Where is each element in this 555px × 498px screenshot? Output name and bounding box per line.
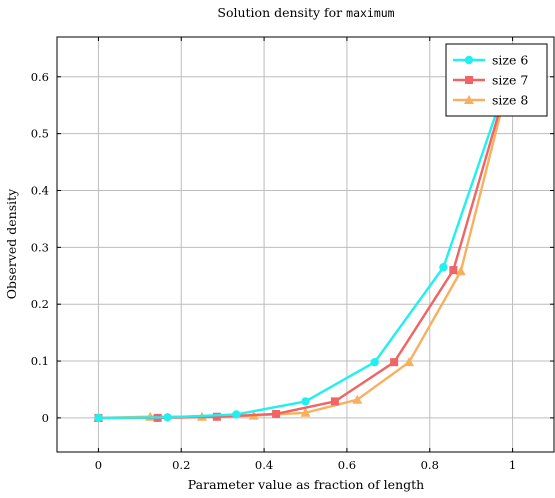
y-tick-label: 0.5: [31, 127, 49, 141]
y-axis-label: Observed density: [4, 188, 19, 299]
x-axis-label: Parameter value as fraction of length: [188, 477, 424, 492]
data-point: [212, 412, 221, 421]
legend-label: size 6: [492, 53, 528, 68]
y-tick-label: 0.4: [31, 183, 49, 197]
data-point: [94, 413, 103, 423]
x-tick-label: 0.2: [172, 458, 190, 472]
y-tick-label: 0.2: [31, 297, 49, 311]
chart-title-code: maximum: [346, 6, 395, 20]
x-tick-label: 0.8: [421, 458, 439, 472]
legend-marker: [464, 95, 474, 104]
x-tick-label: 1: [509, 458, 516, 472]
x-tick-label: 0.6: [338, 458, 356, 472]
legend-entry: size 8: [453, 93, 528, 108]
data-point: [455, 266, 466, 276]
chart-title: Solution density for maximum: [217, 5, 394, 20]
data-point: [163, 413, 172, 422]
data-point: [439, 263, 448, 272]
data-point: [232, 410, 241, 419]
legend-entry: size 6: [453, 53, 528, 68]
plot-frame: [56, 36, 555, 453]
x-tick-label: 0.4: [255, 458, 273, 472]
data-point: [300, 407, 311, 417]
series-line: [98, 65, 514, 420]
y-tick-label: 0.3: [31, 240, 49, 254]
data-point: [272, 409, 281, 418]
legend-marker: [465, 76, 473, 84]
data-point: [390, 358, 399, 367]
data-point: [404, 357, 415, 367]
y-tick-label: 0: [42, 411, 49, 425]
chart-title-text: Solution density for: [217, 5, 342, 20]
data-point: [352, 394, 363, 404]
axis-ticks: 0 0.2 0.4 0.6 0.8 1 0 0.1 0.2 0.3 0.4 0.5 0.6: [31, 37, 554, 472]
series-line: [98, 65, 514, 420]
legend-entry: size 7: [453, 73, 528, 88]
data-point: [301, 397, 310, 406]
y-tick-label: 0.1: [31, 354, 49, 368]
legend-label: size 7: [492, 73, 528, 88]
series-line: [98, 65, 514, 420]
legend-label: size 8: [492, 93, 528, 108]
y-tick-label: 0.6: [31, 70, 49, 84]
x-tick-label: 0: [95, 458, 102, 472]
data-point: [449, 266, 458, 275]
legend: size 6 size 7 size 8: [445, 43, 548, 117]
legend-marker: [464, 55, 474, 65]
data-point: [330, 397, 339, 406]
data-point: [370, 357, 379, 367]
